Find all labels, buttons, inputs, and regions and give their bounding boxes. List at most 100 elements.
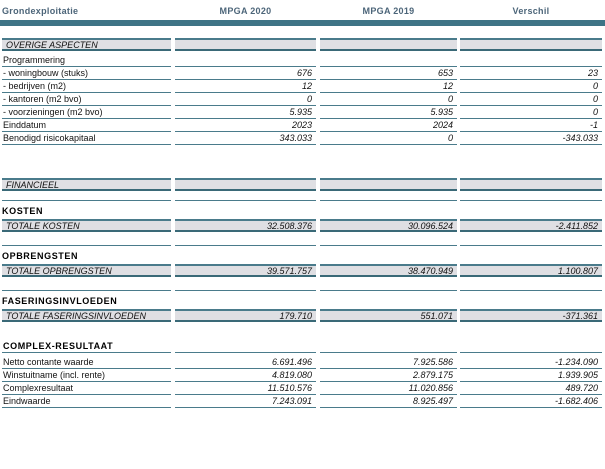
value-verschil: 0 xyxy=(460,106,602,119)
section-heading-label: COMPLEX-RESULTAAT xyxy=(2,340,171,353)
empty-cell xyxy=(460,340,602,353)
row-label: - kantoren (m2 bvo) xyxy=(2,93,171,106)
value-verschil: -1 xyxy=(460,119,602,132)
row-label: Winstuitname (incl. rente) xyxy=(2,369,171,382)
table-row-netto-contante-waarde: Netto contante waarde 6.691.496 7.925.58… xyxy=(0,356,605,369)
table-row-einddatum: Einddatum 2023 2024 -1 xyxy=(0,119,605,132)
section-heading-label: OPBRENGSTEN xyxy=(2,251,79,261)
value-verschil: 1.939.905 xyxy=(460,369,602,382)
row-label: - voorzieningen (m2 bvo) xyxy=(2,106,171,119)
column-header-mpga-2019: MPGA 2019 xyxy=(362,5,415,16)
row-label: - woningbouw (stuks) xyxy=(2,67,171,80)
total-row-faseringsinvloeden: TOTALE FASERINGSINVLOEDEN 179.710 551.07… xyxy=(0,309,605,322)
value-verschil: 23 xyxy=(460,67,602,80)
section-heading-opbrengsten: OPBRENGSTEN xyxy=(0,246,605,264)
separator-rule xyxy=(0,290,605,291)
total-label: TOTALE KOSTEN xyxy=(2,219,171,232)
separator-rule xyxy=(0,245,605,246)
total-label: TOTALE OPBRENGSTEN xyxy=(2,264,171,277)
total-row-opbrengsten: TOTALE OPBRENGSTEN 39.571.757 38.470.949… xyxy=(0,264,605,277)
value-mpga-2019: 11.020.856 xyxy=(320,382,457,395)
table-header-row: Grondexploitatie MPGA 2020 MPGA 2019 Ver… xyxy=(0,0,605,18)
table-row-benodigd-risicokapitaal: Benodigd risicokapitaal 343.033 0 -343.0… xyxy=(0,132,605,145)
value-verschil: 0 xyxy=(460,80,602,93)
table-row-kantoren: - kantoren (m2 bvo) 0 0 0 xyxy=(0,93,605,106)
value-mpga-2020: 12 xyxy=(175,80,316,93)
row-label: Eindwaarde xyxy=(2,395,171,408)
value-mpga-2019: 2.879.175 xyxy=(320,369,457,382)
value-mpga-2019: 2024 xyxy=(320,119,457,132)
separator-rule xyxy=(0,200,605,201)
table-row-winstuitname: Winstuitname (incl. rente) 4.819.080 2.8… xyxy=(0,369,605,382)
header-accent-bar xyxy=(0,20,605,26)
section-heading-kosten: KOSTEN xyxy=(0,201,605,219)
column-header-mpga-2020: MPGA 2020 xyxy=(219,5,272,16)
table-row-programmering: Programmering xyxy=(0,54,605,67)
row-label: Netto contante waarde xyxy=(2,356,171,369)
empty-cell xyxy=(175,340,316,353)
total-row-kosten: TOTALE KOSTEN 32.508.376 30.096.524 -2.4… xyxy=(0,219,605,232)
empty-cell xyxy=(320,54,457,67)
value-mpga-2019: 5.935 xyxy=(320,106,457,119)
total-label: TOTALE FASERINGSINVLOEDEN xyxy=(2,309,171,322)
value-mpga-2019: 653 xyxy=(320,67,457,80)
empty-cell xyxy=(320,178,457,191)
value-mpga-2020: 0 xyxy=(175,93,316,106)
value-mpga-2019: 30.096.524 xyxy=(320,219,457,232)
table-row-bedrijven: - bedrijven (m2) 12 12 0 xyxy=(0,80,605,93)
value-mpga-2020: 5.935 xyxy=(175,106,316,119)
value-mpga-2019: 38.470.949 xyxy=(320,264,457,277)
value-mpga-2019: 0 xyxy=(320,93,457,106)
value-mpga-2020: 6.691.496 xyxy=(175,356,316,369)
value-mpga-2019: 8.925.497 xyxy=(320,395,457,408)
value-mpga-2020: 7.243.091 xyxy=(175,395,316,408)
empty-cell xyxy=(460,54,602,67)
empty-cell xyxy=(175,54,316,67)
value-verschil: 489.720 xyxy=(460,382,602,395)
row-label: - bedrijven (m2) xyxy=(2,80,171,93)
column-header-grondexploitatie: Grondexploitatie xyxy=(2,5,79,16)
section-title: FINANCIEEL xyxy=(2,178,171,191)
value-verschil: -1.234.090 xyxy=(460,356,602,369)
row-label: Complexresultaat xyxy=(2,382,171,395)
section-band-overige-aspecten: OVERIGE ASPECTEN xyxy=(0,38,605,51)
row-label: Programmering xyxy=(2,54,171,67)
value-mpga-2019: 7.925.586 xyxy=(320,356,457,369)
table-row-woningbouw: - woningbouw (stuks) 676 653 23 xyxy=(0,67,605,80)
row-label: Benodigd risicokapitaal xyxy=(2,132,171,145)
section-heading-label: KOSTEN xyxy=(2,206,44,216)
value-verschil: -371.361 xyxy=(460,309,602,322)
table-row-voorzieningen: - voorzieningen (m2 bvo) 5.935 5.935 0 xyxy=(0,106,605,119)
empty-cell xyxy=(320,340,457,353)
value-verschil: 1.100.807 xyxy=(460,264,602,277)
value-mpga-2020: 11.510.576 xyxy=(175,382,316,395)
column-header-verschil: Verschil xyxy=(512,5,550,16)
empty-cell xyxy=(320,38,457,51)
value-mpga-2020: 343.033 xyxy=(175,132,316,145)
section-heading-complex-resultaat: COMPLEX-RESULTAAT xyxy=(0,335,605,356)
value-verschil: -343.033 xyxy=(460,132,602,145)
value-mpga-2020: 4.819.080 xyxy=(175,369,316,382)
empty-cell xyxy=(175,38,316,51)
section-heading-faseringsinvloeden: FASERINGSINVLOEDEN xyxy=(0,291,605,309)
section-heading-label: FASERINGSINVLOEDEN xyxy=(2,296,118,306)
value-mpga-2020: 2023 xyxy=(175,119,316,132)
empty-cell xyxy=(460,38,602,51)
value-mpga-2020: 32.508.376 xyxy=(175,219,316,232)
value-mpga-2020: 676 xyxy=(175,67,316,80)
value-verschil: -2.411.852 xyxy=(460,219,602,232)
table-row-complexresultaat: Complexresultaat 11.510.576 11.020.856 4… xyxy=(0,382,605,395)
value-mpga-2020: 179.710 xyxy=(175,309,316,322)
section-band-financieel: FINANCIEEL xyxy=(0,178,605,191)
value-mpga-2019: 12 xyxy=(320,80,457,93)
empty-cell xyxy=(460,178,602,191)
value-mpga-2019: 551.071 xyxy=(320,309,457,322)
empty-cell xyxy=(175,178,316,191)
row-label: Einddatum xyxy=(2,119,171,132)
value-mpga-2020: 39.571.757 xyxy=(175,264,316,277)
table-row-eindwaarde: Eindwaarde 7.243.091 8.925.497 -1.682.40… xyxy=(0,395,605,408)
value-verschil: 0 xyxy=(460,93,602,106)
value-mpga-2019: 0 xyxy=(320,132,457,145)
value-verschil: -1.682.406 xyxy=(460,395,602,408)
